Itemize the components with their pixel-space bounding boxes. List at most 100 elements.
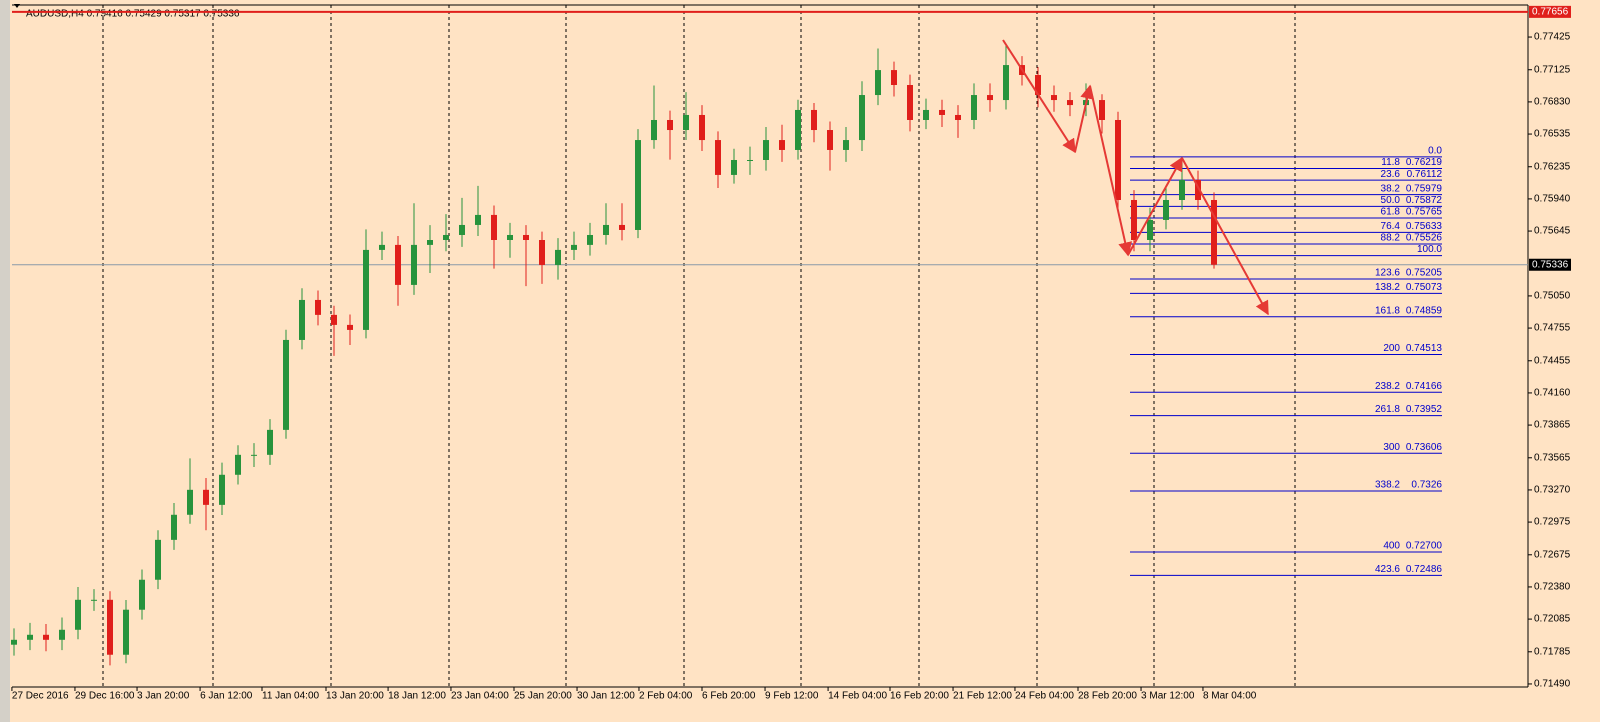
fib-price-label: 0.72486 bbox=[1406, 564, 1443, 575]
candle-body bbox=[123, 609, 129, 655]
fib-price-label: 0.75526 bbox=[1406, 233, 1443, 244]
candle-body bbox=[1211, 199, 1217, 265]
candle-body bbox=[203, 489, 209, 505]
fib-level-label: 261.8 bbox=[1375, 404, 1400, 415]
candle-body bbox=[891, 70, 897, 86]
candle-body bbox=[523, 234, 529, 240]
candle-body bbox=[155, 539, 161, 580]
top-price-label-box bbox=[1529, 5, 1571, 18]
fib-level-label: 423.6 bbox=[1375, 564, 1400, 575]
y-tick-label: 0.76830 bbox=[1534, 97, 1571, 108]
candle-body bbox=[1131, 199, 1137, 240]
x-tick-label: 11 Jan 04:00 bbox=[262, 691, 320, 702]
y-tick-label: 0.75050 bbox=[1534, 291, 1571, 302]
candle-body bbox=[443, 234, 449, 240]
fib-level-label: 11.8 bbox=[1381, 157, 1400, 168]
candle-body bbox=[795, 109, 801, 150]
y-tick-label: 0.74455 bbox=[1534, 355, 1571, 366]
fib-price-label: 0.72700 bbox=[1406, 541, 1443, 552]
fib-price-label: 0.75633 bbox=[1406, 221, 1443, 232]
candle-body bbox=[395, 244, 401, 285]
candle-body bbox=[603, 224, 609, 235]
candle-body bbox=[299, 299, 305, 340]
chart-title: AUDUSD,H4 0.75416 0.75429 0.75317 0.7533… bbox=[26, 9, 240, 20]
y-tick-label: 0.72675 bbox=[1534, 549, 1571, 560]
last-price-label-box bbox=[1529, 258, 1571, 271]
y-tick-label: 0.75940 bbox=[1534, 194, 1571, 205]
x-tick-label: 16 Feb 20:00 bbox=[890, 691, 949, 702]
arrow bbox=[1089, 85, 1133, 257]
candle-body bbox=[59, 629, 65, 640]
y-tick-label: 0.71490 bbox=[1534, 679, 1571, 690]
candle-body bbox=[139, 579, 145, 610]
candle-body bbox=[251, 454, 257, 456]
x-tick-label: 30 Jan 12:00 bbox=[577, 691, 635, 702]
y-tick-label: 0.73565 bbox=[1534, 452, 1571, 463]
x-tick-label: 3 Mar 12:00 bbox=[1141, 691, 1195, 702]
candle-body bbox=[923, 109, 929, 120]
fib-level-label: 100.0 bbox=[1417, 244, 1442, 255]
candle-body bbox=[75, 599, 81, 630]
fib-price-label: 0.73606 bbox=[1406, 442, 1443, 453]
fib-level-label: 0.0 bbox=[1428, 145, 1442, 156]
y-tick-label: 0.75645 bbox=[1534, 226, 1571, 237]
candle-body bbox=[635, 140, 641, 230]
candle-body bbox=[491, 214, 497, 240]
x-tick-label: 27 Dec 2016 bbox=[12, 691, 69, 702]
last-price-label: 0.75336 bbox=[1532, 259, 1569, 270]
candle-body bbox=[843, 140, 849, 150]
y-tick-label: 0.72975 bbox=[1534, 517, 1571, 528]
arrow bbox=[1002, 39, 1076, 154]
candle-body bbox=[1115, 119, 1121, 200]
x-tick-label: 29 Dec 16:00 bbox=[75, 691, 135, 702]
y-tick-label: 0.71785 bbox=[1534, 646, 1571, 657]
fib-level-label: 161.8 bbox=[1375, 305, 1400, 316]
x-tick-label: 6 Jan 12:00 bbox=[200, 691, 253, 702]
candle-body bbox=[683, 114, 689, 131]
fib-price-label: 0.75872 bbox=[1406, 195, 1443, 206]
candle-body bbox=[763, 140, 769, 160]
y-tick-label: 0.77125 bbox=[1534, 64, 1571, 75]
candle-body bbox=[955, 114, 961, 120]
candle-body bbox=[539, 239, 545, 265]
candle-body bbox=[427, 239, 433, 245]
x-tick-label: 3 Jan 20:00 bbox=[137, 691, 190, 702]
y-tick-label: 0.72085 bbox=[1534, 614, 1571, 625]
candle-body bbox=[651, 119, 657, 141]
top-price-label: 0.77656 bbox=[1532, 7, 1569, 18]
candle-body bbox=[1147, 219, 1153, 240]
candle-body bbox=[779, 140, 785, 150]
candle-body bbox=[43, 634, 49, 640]
fib-level-label: 400 bbox=[1383, 541, 1400, 552]
drawn-arrows bbox=[1002, 39, 1269, 316]
fib-level-label: 88.2 bbox=[1381, 233, 1401, 244]
y-tick-label: 0.77425 bbox=[1534, 32, 1571, 43]
fib-level-label: 61.8 bbox=[1381, 207, 1401, 218]
candle-body bbox=[827, 130, 833, 150]
y-tick-label: 0.73270 bbox=[1534, 485, 1571, 496]
candle-body bbox=[347, 324, 353, 330]
candle-body bbox=[411, 244, 417, 285]
fib-level-label: 76.4 bbox=[1381, 221, 1401, 232]
candle-body bbox=[939, 109, 945, 115]
fib-level-label: 23.6 bbox=[1381, 169, 1401, 180]
candle-body bbox=[619, 224, 625, 230]
x-tick-label: 14 Feb 04:00 bbox=[828, 691, 887, 702]
candle-body bbox=[1003, 65, 1009, 101]
menu-arrow bbox=[14, 4, 20, 8]
y-tick-label: 0.73865 bbox=[1534, 420, 1571, 431]
fib-price-label: 0.76219 bbox=[1406, 157, 1443, 168]
y-tick-label: 0.74755 bbox=[1534, 323, 1571, 334]
candle-body bbox=[219, 474, 225, 505]
candle-body bbox=[699, 114, 705, 141]
candle-body bbox=[11, 639, 17, 645]
fib-level-label: 200 bbox=[1383, 343, 1400, 354]
x-tick-label: 23 Jan 04:00 bbox=[451, 691, 509, 702]
arrow bbox=[1127, 156, 1183, 256]
x-tick-label: 9 Feb 12:00 bbox=[765, 691, 819, 702]
y-tick-label: 0.76235 bbox=[1534, 161, 1571, 172]
candle-body bbox=[315, 299, 321, 315]
candle-body bbox=[907, 85, 913, 120]
candle-body bbox=[1099, 100, 1105, 120]
x-tick-label: 21 Feb 12:00 bbox=[953, 691, 1012, 702]
